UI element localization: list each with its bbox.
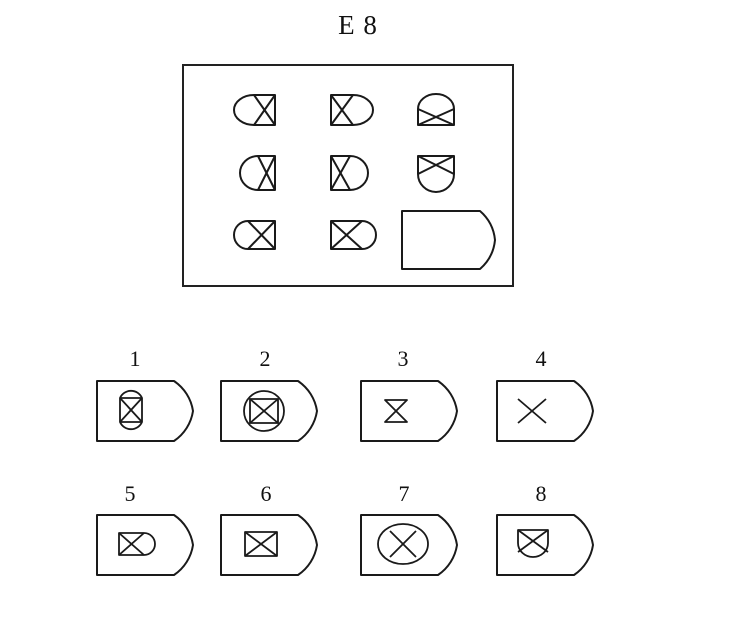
option-5[interactable] (94, 512, 198, 578)
option-3-number: 3 (397, 346, 409, 371)
option-3[interactable] (358, 378, 462, 444)
option-2-number: 2 (259, 346, 271, 371)
option-4-number: 4 (535, 346, 547, 371)
option-2[interactable] (218, 378, 322, 444)
option-5-number: 5 (124, 481, 136, 506)
matrix-figure-r3c1 (228, 217, 280, 253)
matrix-figure-r2c2 (328, 152, 382, 196)
puzzle-title: E 8 (338, 10, 378, 40)
option-6-number: 6 (260, 481, 272, 506)
option-1-number: 1 (129, 346, 141, 371)
matrix-figure-r3c2 (328, 217, 382, 253)
matrix-figure-r1c1 (228, 91, 280, 131)
puzzle-matrix (182, 64, 514, 287)
matrix-figure-r2c1 (228, 152, 280, 196)
matrix-figure-r1c2 (328, 91, 382, 131)
matrix-figure-r1c3 (414, 91, 458, 131)
matrix-figure-r2c3 (414, 152, 458, 196)
option-1[interactable] (94, 378, 198, 444)
matrix-answer-slot (398, 207, 500, 273)
option-6[interactable] (218, 512, 322, 578)
option-8-number: 8 (535, 481, 547, 506)
option-4[interactable] (494, 378, 598, 444)
option-7-number: 7 (398, 481, 410, 506)
option-7[interactable] (358, 512, 462, 578)
option-8[interactable] (494, 512, 598, 578)
